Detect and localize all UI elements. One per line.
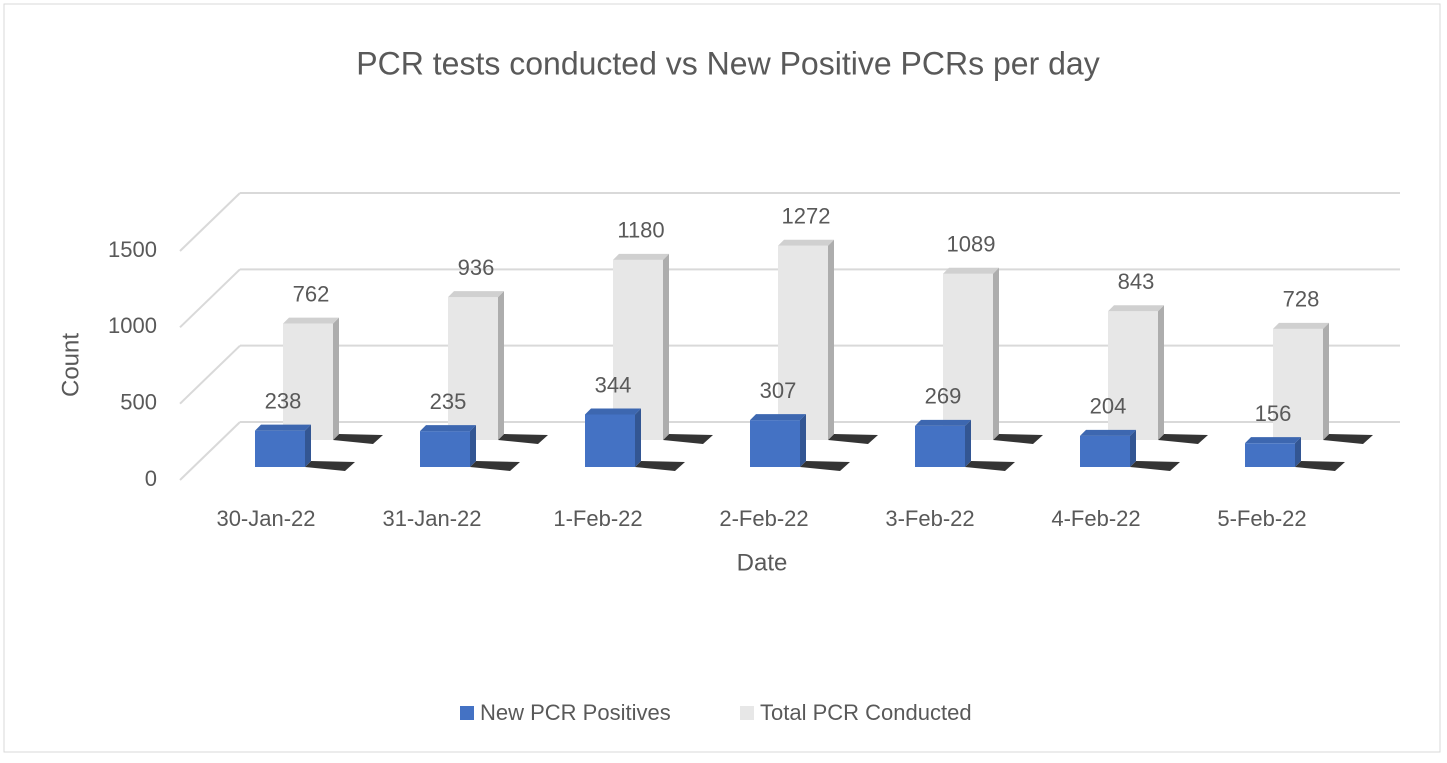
data-label: 762 — [293, 281, 330, 306]
bar — [1245, 443, 1295, 467]
bar — [778, 245, 828, 440]
y-tick-label: 500 — [120, 389, 157, 414]
y-tick-label: 1000 — [108, 313, 157, 338]
bar-shadow — [965, 461, 1015, 471]
data-label: 936 — [458, 255, 495, 280]
bar-shadow — [663, 434, 713, 444]
bar-top — [283, 317, 339, 324]
data-label: 1089 — [947, 232, 996, 257]
legend-label: Total PCR Conducted — [760, 700, 972, 725]
bar — [750, 420, 800, 467]
bar-top — [1080, 429, 1136, 436]
chart-title: PCR tests conducted vs New Positive PCRs… — [356, 45, 1099, 81]
bar — [448, 297, 498, 440]
bar-top — [613, 253, 669, 260]
x-tick-label: 1-Feb-22 — [553, 506, 642, 531]
bar-top — [448, 291, 504, 298]
bar-top — [420, 425, 476, 432]
bar — [915, 425, 965, 467]
data-label: 238 — [265, 388, 302, 413]
data-label: 843 — [1118, 269, 1155, 294]
y-axis-title: Count — [57, 333, 84, 397]
bar-shadow — [1158, 434, 1208, 444]
bar-side — [1323, 322, 1329, 440]
bar-side — [305, 424, 311, 467]
bar — [1273, 328, 1323, 440]
bar — [420, 431, 470, 467]
data-label: 235 — [430, 389, 467, 414]
bar-shadow — [1295, 461, 1345, 471]
y-tick-label: 1500 — [108, 237, 157, 262]
bar-shadow — [1130, 461, 1180, 471]
bar-side — [1130, 429, 1136, 467]
x-tick-label: 2-Feb-22 — [719, 506, 808, 531]
y-tick-label: 0 — [145, 466, 157, 491]
chart-frame — [3, 3, 1441, 753]
side-grid-line — [179, 192, 241, 252]
x-tick-label: 5-Feb-22 — [1217, 506, 1306, 531]
bar-shadow — [498, 434, 548, 444]
bar-side — [965, 419, 971, 467]
x-tick-label: 4-Feb-22 — [1051, 506, 1140, 531]
bar-side — [635, 408, 641, 467]
bar-side — [333, 317, 339, 440]
bar-shadow — [800, 461, 850, 471]
bar — [283, 323, 333, 440]
bar-top — [1273, 322, 1329, 329]
bar-top — [915, 419, 971, 426]
bar — [1080, 435, 1130, 467]
side-grid-line — [179, 344, 241, 405]
bar-shadow — [333, 434, 383, 444]
x-tick-label: 31-Jan-22 — [382, 506, 481, 531]
side-grid-line — [179, 421, 241, 481]
x-tick-label: 30-Jan-22 — [216, 506, 315, 531]
data-label: 204 — [1090, 394, 1127, 419]
bar-shadow — [1323, 434, 1373, 444]
bar-top — [1108, 305, 1164, 312]
bar-top — [778, 239, 834, 246]
data-label: 728 — [1283, 287, 1320, 312]
data-label: 344 — [595, 372, 632, 397]
bar-shadow — [470, 461, 520, 471]
data-label: 156 — [1255, 401, 1292, 426]
bar — [943, 273, 993, 440]
bar — [585, 414, 635, 467]
bar — [1108, 311, 1158, 440]
data-label: 1272 — [782, 204, 831, 229]
bar-side — [498, 291, 504, 440]
bar-shadow — [993, 434, 1043, 444]
bar-side — [1295, 437, 1301, 467]
bar-top — [255, 424, 311, 431]
bar-top — [1245, 437, 1301, 444]
bar-side — [470, 425, 476, 467]
bar-side — [800, 414, 806, 467]
bar-top — [943, 267, 999, 274]
x-tick-label: 3-Feb-22 — [885, 506, 974, 531]
data-label: 1180 — [617, 218, 664, 243]
bar-shadow — [635, 461, 685, 471]
data-label: 307 — [760, 378, 797, 403]
bar — [255, 430, 305, 467]
x-axis-title: Date — [737, 549, 788, 576]
bar-shadow — [828, 434, 878, 444]
bar-top — [585, 408, 641, 415]
legend-label: New PCR Positives — [480, 700, 671, 725]
bar-side — [993, 267, 999, 440]
side-grid-line — [179, 268, 241, 329]
bar-side — [663, 253, 669, 440]
bar-top — [750, 414, 806, 421]
legend-swatch — [740, 706, 754, 720]
bar-shadow — [305, 461, 355, 471]
data-label: 269 — [925, 384, 962, 409]
bar-side — [828, 239, 834, 440]
bar-side — [1158, 305, 1164, 440]
legend-swatch — [460, 706, 474, 720]
